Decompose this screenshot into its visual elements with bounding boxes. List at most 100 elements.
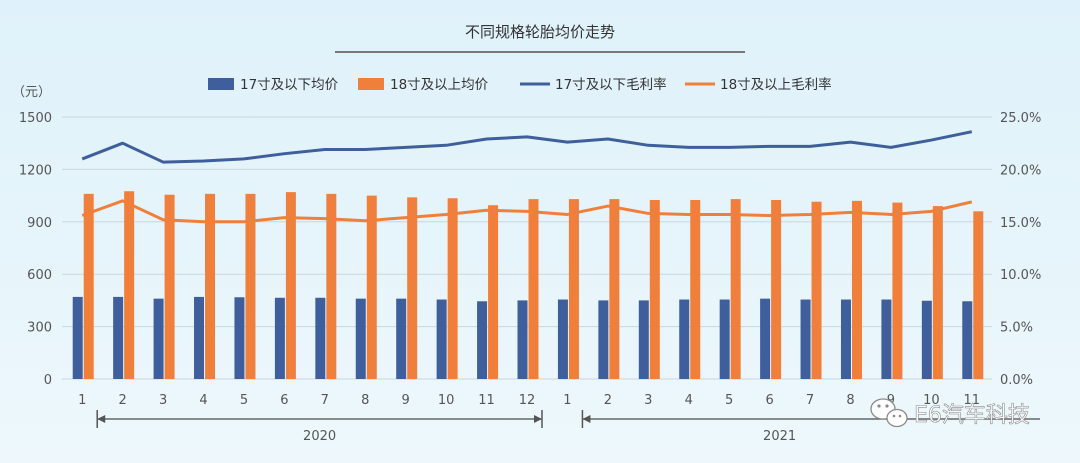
y-right-tick: 20.0% [1000, 163, 1041, 178]
bar-small-10 [477, 301, 488, 379]
y-right-tick: 5.0% [1000, 321, 1033, 336]
bar-large-10 [488, 205, 499, 379]
chart-title: 不同规格轮胎均价走势 [465, 23, 615, 41]
bar-large-0 [83, 193, 94, 379]
bar-small-11 [517, 300, 528, 379]
year-groups: 2020 2021 [96, 410, 1040, 444]
bar-small-16 [719, 299, 730, 379]
bar-large-1 [124, 191, 135, 379]
bar-small-4 [234, 297, 245, 379]
bar-small-15 [679, 299, 690, 379]
bar-small-5 [274, 297, 285, 379]
y-left-tick: 1200 [19, 163, 52, 178]
legend-label-3: 18寸及以上毛利率 [720, 76, 832, 93]
x-tick-label: 7 [321, 393, 329, 408]
y-left-tick: 600 [27, 268, 52, 283]
x-tick-label: 6 [280, 393, 288, 408]
x-tick-label: 9 [402, 393, 410, 408]
bar-large-7 [366, 195, 377, 379]
axis-ticks: 0 0.0% 300 5.0% 600 10.0% 900 15.0% 1200 20.0% 150… [19, 111, 1041, 388]
legend: 17寸及以下均价 18寸及以上均价 17寸及以下毛利率 18寸及以上毛利率 [208, 76, 832, 93]
bar-large-19 [851, 200, 862, 379]
legend-swatch-0 [208, 78, 234, 90]
x-tick-label: 2 [604, 393, 612, 408]
lines [81, 130, 973, 224]
x-tick-label: 2 [119, 393, 127, 408]
bar-large-11 [528, 199, 539, 379]
x-axis-labels: 1 2 3 4 5 6 7 8 9 10 11 12 1 2 3 4 5 6 7 8 9 10 11 [78, 393, 980, 408]
bar-small-9 [436, 299, 447, 379]
bar-small-1 [113, 296, 124, 379]
legend-swatch-1 [358, 78, 384, 90]
bar-large-2 [164, 194, 175, 379]
bar-large-5 [285, 192, 296, 379]
x-tick-label: 8 [846, 393, 854, 408]
legend-label-1: 18寸及以上均价 [390, 77, 489, 93]
x-tick-label: 3 [159, 393, 167, 408]
y-left-unit: （元） [12, 85, 51, 100]
x-tick-label: 1 [563, 393, 571, 408]
legend-label-0: 17寸及以下均价 [240, 77, 339, 93]
watermark-text: E6汽车科技 [914, 403, 1030, 428]
bar-large-20 [892, 202, 903, 379]
year-bracket-arrow [97, 415, 106, 423]
bar-large-18 [811, 201, 822, 379]
bar-large-13 [609, 199, 620, 379]
x-tick-label: 4 [685, 393, 693, 408]
bar-small-13 [598, 300, 609, 379]
y-right-tick: 15.0% [1000, 216, 1041, 231]
x-tick-label: 10 [923, 393, 940, 408]
year-bracket-arrow [534, 415, 542, 423]
legend-label-2: 17寸及以下毛利率 [555, 76, 667, 93]
year-label: 2021 [763, 429, 796, 444]
bar-small-20 [881, 299, 892, 379]
x-tick-label: 4 [199, 393, 207, 408]
y-left-tick: 900 [27, 216, 52, 231]
bar-small-21 [921, 300, 932, 379]
bar-large-14 [649, 199, 660, 379]
bar-large-9 [447, 198, 458, 379]
line-series-0 [81, 130, 973, 164]
bar-small-7 [355, 298, 366, 379]
y-right-tick: 0.0% [1000, 373, 1033, 388]
x-tick-label: 7 [806, 393, 814, 408]
y-right-tick: 10.0% [1000, 268, 1041, 283]
x-tick-label: 1 [78, 393, 86, 408]
year-label: 2020 [303, 429, 336, 444]
bar-small-0 [72, 296, 83, 379]
year-bracket-arrow [582, 415, 591, 423]
wechat-icon [870, 398, 908, 428]
x-tick-label: 5 [725, 393, 733, 408]
x-tick-label: 12 [519, 393, 536, 408]
bar-large-21 [932, 206, 943, 379]
y-right-tick: 25.0% [1000, 111, 1041, 126]
x-tick-label: 8 [361, 393, 369, 408]
x-tick-label: 6 [765, 393, 773, 408]
bar-small-22 [962, 301, 973, 379]
bar-small-2 [153, 298, 164, 379]
bar-small-17 [760, 298, 771, 379]
x-tick-label: 11 [478, 393, 495, 408]
x-tick-label: 10 [438, 393, 455, 408]
bar-large-6 [326, 193, 337, 379]
bar-small-3 [194, 296, 205, 379]
bar-large-3 [205, 193, 216, 379]
watermark: E6汽车科技 [870, 398, 1030, 428]
bar-small-8 [396, 298, 407, 379]
x-tick-label: 5 [240, 393, 248, 408]
bar-large-17 [771, 199, 782, 379]
bar-large-8 [407, 197, 418, 379]
bar-large-15 [690, 199, 701, 379]
bar-large-22 [973, 211, 984, 379]
bar-large-16 [730, 199, 741, 379]
bar-large-12 [568, 199, 579, 379]
bar-small-12 [557, 299, 568, 379]
y-left-tick: 1500 [19, 111, 52, 126]
y-left-tick: 0 [44, 373, 52, 388]
bar-small-18 [800, 299, 811, 379]
bar-small-14 [638, 300, 649, 379]
x-tick-label: 9 [887, 393, 895, 408]
y-left-tick: 300 [27, 321, 52, 336]
bars [72, 191, 984, 379]
x-tick-label: 11 [964, 393, 981, 408]
